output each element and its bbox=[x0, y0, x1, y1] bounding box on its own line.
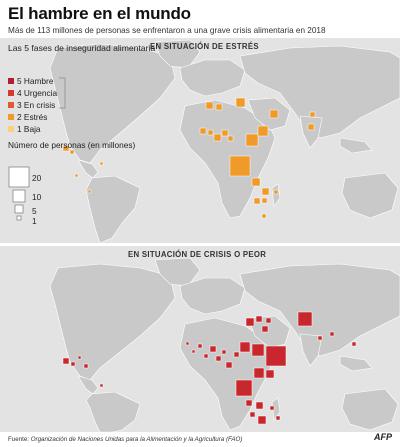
crisis-marker bbox=[197, 343, 203, 349]
crisis-marker bbox=[351, 341, 357, 347]
stress-marker bbox=[227, 135, 234, 142]
phases-bracket bbox=[59, 77, 66, 109]
crisis-marker bbox=[99, 383, 104, 388]
size-legend-squares bbox=[8, 166, 30, 221]
crisis-marker bbox=[251, 343, 265, 357]
stress-world-map bbox=[49, 39, 400, 243]
phase-2-swatch bbox=[8, 114, 14, 120]
stress-marker bbox=[273, 189, 279, 195]
crisis-marker bbox=[261, 325, 269, 333]
crisis-marker bbox=[235, 379, 253, 397]
crisis-marker bbox=[253, 367, 265, 379]
crisis-marker bbox=[209, 345, 217, 353]
crisis-marker bbox=[215, 355, 222, 362]
crisis-markers bbox=[62, 311, 357, 425]
stress-marker bbox=[257, 125, 269, 137]
phase-4-swatch bbox=[8, 90, 14, 96]
crisis-marker bbox=[265, 369, 275, 379]
stress-marker bbox=[309, 111, 316, 118]
phases-legend-title: Las 5 fases de inseguridad alimentaria bbox=[8, 43, 156, 53]
crisis-marker bbox=[317, 335, 323, 341]
size-square-20 bbox=[8, 166, 30, 188]
crisis-marker bbox=[245, 399, 253, 407]
crisis-marker bbox=[329, 331, 335, 337]
stress-markers bbox=[62, 97, 316, 219]
crisis-marker bbox=[257, 415, 267, 425]
crisis-marker bbox=[297, 311, 313, 327]
stress-marker bbox=[62, 145, 70, 152]
crisis-marker bbox=[245, 317, 255, 327]
stress-marker bbox=[253, 197, 261, 205]
stress-marker bbox=[199, 127, 207, 135]
crisis-marker bbox=[255, 315, 263, 323]
crisis-marker bbox=[185, 341, 190, 346]
legend-phase-5: 5 Hambre bbox=[8, 76, 53, 86]
crisis-marker bbox=[269, 405, 275, 411]
world-landmass bbox=[49, 257, 400, 432]
stress-marker bbox=[245, 133, 259, 147]
size-label-1: 1 bbox=[32, 216, 37, 226]
size-square-10 bbox=[12, 189, 26, 203]
source-note: Fuente: Organización de Naciones Unidas … bbox=[8, 436, 243, 443]
stress-marker bbox=[74, 173, 79, 178]
stress-marker bbox=[205, 101, 214, 110]
phase-5-swatch bbox=[8, 78, 14, 84]
crisis-marker bbox=[255, 401, 264, 410]
stress-marker bbox=[269, 109, 279, 119]
legend-phase-1: 1 Baja bbox=[8, 124, 41, 134]
crisis-marker bbox=[62, 357, 70, 365]
stress-marker bbox=[99, 161, 104, 166]
size-legend-title: Número de personas (en millones) bbox=[8, 140, 136, 150]
crisis-world-map bbox=[49, 257, 400, 432]
size-label-20: 20 bbox=[32, 173, 42, 183]
stress-marker bbox=[215, 103, 223, 111]
page-subtitle: Más de 113 millones de personas se enfre… bbox=[8, 26, 326, 35]
crisis-marker bbox=[275, 415, 281, 421]
legend-phase-3: 3 En crisis bbox=[8, 100, 55, 110]
size-square-5 bbox=[14, 204, 24, 214]
stress-marker bbox=[221, 129, 229, 137]
stress-map-panel: EN SITUACIÓN DE ESTRÉS Las 5 fases de in… bbox=[0, 38, 400, 243]
crisis-marker bbox=[191, 349, 196, 354]
stress-marker bbox=[261, 213, 267, 219]
size-square-1 bbox=[16, 215, 22, 221]
crisis-marker bbox=[239, 341, 251, 353]
crisis-marker bbox=[83, 363, 89, 369]
size-label-5: 5 bbox=[32, 206, 37, 216]
phase-3-swatch bbox=[8, 102, 14, 108]
page-title: El hambre en el mundo bbox=[8, 4, 191, 23]
crisis-marker bbox=[221, 349, 227, 355]
crisis-marker bbox=[233, 351, 240, 358]
stress-panel-label: EN SITUACIÓN DE ESTRÉS bbox=[150, 42, 259, 51]
legend-phase-2: 2 Estrés bbox=[8, 112, 47, 122]
stress-marker bbox=[69, 149, 75, 155]
crisis-marker bbox=[265, 317, 272, 324]
stress-marker bbox=[87, 189, 92, 194]
size-label-10: 10 bbox=[32, 192, 42, 202]
phase-1-swatch bbox=[8, 126, 14, 132]
stress-marker bbox=[307, 123, 315, 131]
crisis-marker bbox=[249, 411, 256, 418]
crisis-marker bbox=[70, 361, 76, 367]
crisis-marker bbox=[265, 345, 287, 367]
stress-marker bbox=[251, 177, 261, 187]
stress-marker bbox=[207, 129, 214, 136]
legend-phase-4: 4 Urgencia bbox=[8, 88, 57, 98]
stress-marker bbox=[261, 197, 268, 204]
crisis-marker bbox=[203, 353, 209, 359]
crisis-marker bbox=[225, 361, 233, 369]
stress-marker bbox=[229, 155, 251, 177]
afp-logo: AFP bbox=[374, 432, 392, 442]
stress-marker bbox=[235, 97, 246, 108]
crisis-marker bbox=[77, 355, 82, 360]
stress-marker bbox=[261, 187, 270, 196]
crisis-map-panel: EN SITUACIÓN DE CRISIS O PEOR bbox=[0, 246, 400, 432]
stress-marker bbox=[213, 133, 222, 142]
crisis-panel-label: EN SITUACIÓN DE CRISIS O PEOR bbox=[128, 250, 267, 259]
